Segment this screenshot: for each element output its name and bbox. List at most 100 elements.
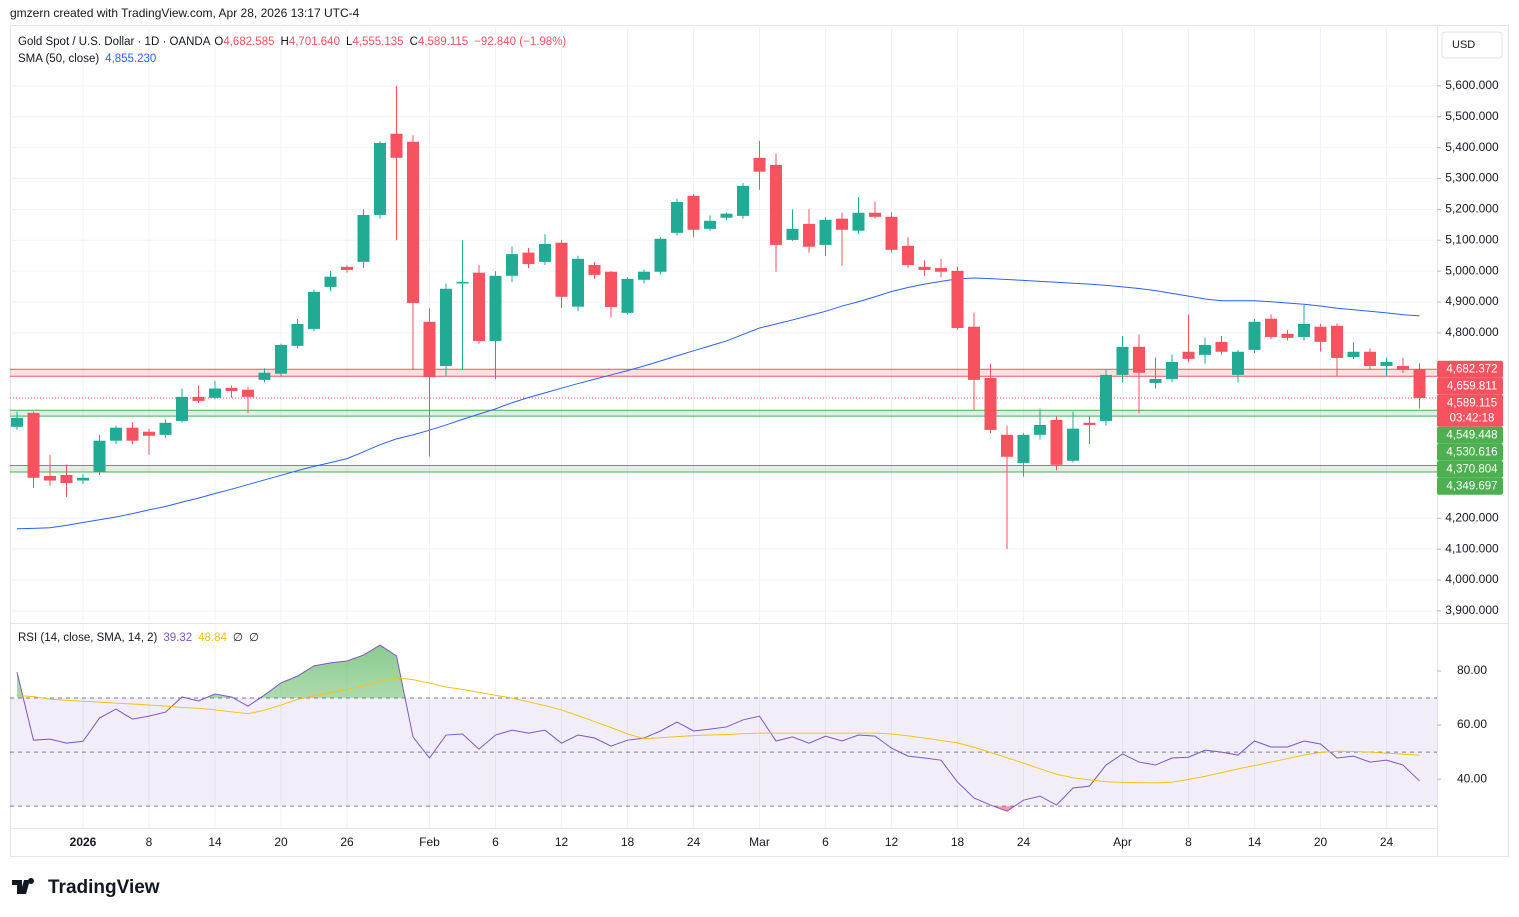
candle-body xyxy=(951,270,964,328)
x-tick-label: 2026 xyxy=(70,835,97,849)
x-tick-label: Feb xyxy=(419,835,440,849)
candle-body xyxy=(753,157,766,172)
candle-body xyxy=(1380,361,1393,366)
plot: 2026 8 14 20 26 Feb 6 12 18 24 Mar 6 12 18 24 Apr 8 14 20 2… xyxy=(10,25,1503,849)
candle-body xyxy=(1017,434,1030,463)
candle-body xyxy=(522,252,535,265)
y-tick-label: 60.00 xyxy=(1457,717,1487,731)
x-tick-label: 8 xyxy=(1185,835,1192,849)
y-tick-label: 5,600.000 xyxy=(1445,78,1499,92)
candle-body xyxy=(77,477,89,481)
candle-body xyxy=(720,213,733,218)
x-tick-label: 18 xyxy=(951,835,965,849)
candle-body xyxy=(1314,326,1327,342)
candle-body xyxy=(192,396,205,401)
candle-body xyxy=(357,214,370,262)
price-label-box xyxy=(1437,426,1503,444)
candle-body xyxy=(1149,378,1162,383)
x-tick-label: 24 xyxy=(1380,835,1394,849)
candle-body xyxy=(621,278,634,313)
y-tick-label: 5,300.000 xyxy=(1445,171,1499,185)
price-label: 4,349.697 xyxy=(1446,480,1497,492)
price-label-box xyxy=(1437,443,1503,461)
rsi-value: 39.32 xyxy=(163,632,192,644)
currency: USD xyxy=(1452,39,1475,51)
candle-body xyxy=(836,218,848,230)
x-tick-label: Mar xyxy=(749,835,770,849)
symbol-legend: Gold Spot / U.S. Dollar · 1D · OANDA O4,6… xyxy=(18,36,566,48)
x-tick-label: 6 xyxy=(822,835,829,849)
candle-body xyxy=(308,291,320,329)
candle-body xyxy=(819,219,832,245)
price-label: 4,370.804 xyxy=(1446,463,1498,475)
price-label: 4,659.811 xyxy=(1447,380,1497,392)
candle-body xyxy=(489,275,502,341)
currency-box[interactable] xyxy=(1441,31,1503,59)
y-tick-label: 4,000.000 xyxy=(1445,572,1499,586)
ohlc-value: 4,682.585 xyxy=(223,36,274,48)
candle-body xyxy=(110,427,122,441)
candle-body xyxy=(159,422,172,435)
candle-body xyxy=(935,268,947,272)
candle-body xyxy=(1248,321,1261,350)
candle-body xyxy=(374,142,386,215)
candle-body xyxy=(654,238,667,272)
price-label: 4,549.448 xyxy=(1446,429,1497,441)
ohlc-value: 4,555.135 xyxy=(352,36,403,48)
y-tick-label: 4,100.000 xyxy=(1445,541,1499,555)
x-tick-label: 20 xyxy=(274,835,288,849)
candle-body xyxy=(1182,351,1195,359)
candle-body xyxy=(1397,365,1409,370)
rsi-sma-line xyxy=(16,677,1420,784)
x-tick-label: 24 xyxy=(1017,835,1031,849)
candle-body xyxy=(1232,351,1244,375)
rsi-value: 48.84 xyxy=(198,632,227,644)
candle-body xyxy=(60,474,73,484)
zone xyxy=(10,369,1437,377)
price-label-box xyxy=(1437,377,1503,395)
candle-body xyxy=(1298,323,1310,337)
ohlc-key: L xyxy=(346,36,353,48)
candle-body xyxy=(1001,434,1013,457)
ohlc-value: 4,589.115 xyxy=(418,36,468,48)
candle-body xyxy=(473,272,485,341)
candle-body xyxy=(671,201,683,233)
candle-body xyxy=(456,281,469,284)
candle-body xyxy=(341,266,353,270)
candle-body xyxy=(291,323,304,346)
price-label: 4,682.372 xyxy=(1446,363,1497,375)
candle-body xyxy=(605,271,617,307)
candle-body xyxy=(176,396,188,421)
candle-body xyxy=(539,243,551,262)
logo: TradingView xyxy=(12,877,160,898)
candle-body xyxy=(687,195,700,230)
sma-line xyxy=(16,277,1420,530)
candle-body xyxy=(390,133,403,158)
candle-body xyxy=(93,440,106,472)
price-label: 03:42:18 xyxy=(1450,412,1495,424)
candle-body xyxy=(885,216,898,250)
y-tick-label: 80.00 xyxy=(1457,663,1487,677)
rsi-extra: ∅ xyxy=(233,632,243,644)
candle-body xyxy=(572,258,584,307)
y-tick-label: 4,800.000 xyxy=(1445,325,1499,339)
candle-body xyxy=(1067,428,1079,461)
candle-body xyxy=(1133,346,1145,373)
candle-body xyxy=(242,389,254,397)
candle-body xyxy=(258,372,271,380)
candle-body xyxy=(555,242,568,297)
x-tick-label: 6 xyxy=(492,835,499,849)
change: −92.840 (−1.98%) xyxy=(474,36,566,48)
candle-body xyxy=(803,223,815,247)
ohlc-key: C xyxy=(410,36,418,48)
rsi-line xyxy=(16,644,1420,812)
price-label: 4,589.115 xyxy=(1447,397,1497,409)
candle-body xyxy=(225,387,238,391)
rsi-legend: RSI (14, close, SMA, 14, 2) 39.32 48.84 ∅ ∅ xyxy=(18,632,259,644)
candle-body xyxy=(588,264,601,275)
candle-body xyxy=(770,164,782,245)
y-tick-label: 5,500.000 xyxy=(1445,109,1499,123)
candle-body xyxy=(44,475,56,481)
candle-body xyxy=(324,276,337,287)
